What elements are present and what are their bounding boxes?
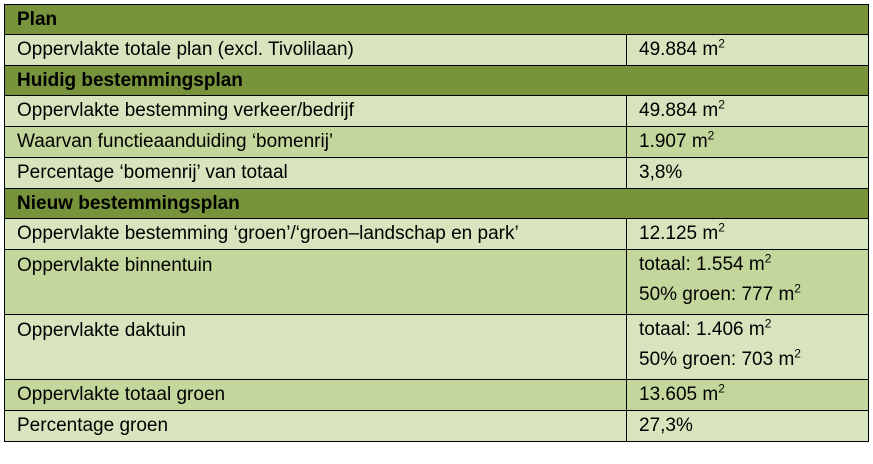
row-label: Oppervlakte totaal groen [4, 379, 627, 411]
unit-superscript: 2 [794, 346, 801, 361]
section-header-plan: Plan [4, 4, 869, 35]
unit-superscript: 2 [718, 220, 725, 235]
table-row: Oppervlakte bestemming ‘groen’/‘groen–la… [4, 218, 869, 250]
row-label: Oppervlakte binnentuin [4, 249, 627, 315]
section-header-huidig: Huidig bestemmingsplan [4, 65, 869, 96]
table-row: Oppervlakte bestemming verkeer/bedrijf 4… [4, 95, 869, 127]
row-label: Percentage groen [4, 410, 627, 442]
row-value: 49.884 m2 [626, 95, 869, 127]
table-row: Percentage groen 27,3% [4, 410, 869, 442]
unit-superscript: 2 [707, 128, 715, 143]
table-row: Oppervlakte totaal groen 13.605 m2 [4, 379, 869, 411]
row-label: Waarvan functieaanduiding ‘bomenrij’ [4, 126, 627, 158]
row-value: totaal: 1.406 m2 50% groen: 703 m2 [626, 314, 869, 380]
unit-superscript: 2 [718, 36, 725, 51]
unit-superscript: 2 [718, 381, 725, 396]
table-row: Percentage ‘bomenrij’ van totaal 3,8% [4, 157, 869, 189]
section-title: Nieuw bestemmingsplan [4, 188, 869, 219]
row-value: totaal: 1.554 m2 50% groen: 777 m2 [626, 249, 869, 315]
row-value: 12.125 m2 [626, 218, 869, 250]
row-label: Percentage ‘bomenrij’ van totaal [4, 157, 627, 189]
row-value: 1.907 m2 [626, 126, 869, 158]
row-value: 27,3% [626, 410, 869, 442]
section-header-nieuw: Nieuw bestemmingsplan [4, 188, 869, 219]
unit-superscript: 2 [718, 97, 725, 112]
row-label: Oppervlakte totale plan (excl. Tivolilaa… [4, 34, 627, 66]
table-row: Waarvan functieaanduiding ‘bomenrij’ 1.9… [4, 126, 869, 158]
row-value: 49.884 m2 [626, 34, 869, 66]
row-value: 3,8% [626, 157, 869, 189]
row-label: Oppervlakte bestemming ‘groen’/‘groen–la… [4, 218, 627, 250]
row-label: Oppervlakte bestemming verkeer/bedrijf [4, 95, 627, 127]
section-title: Huidig bestemmingsplan [4, 65, 869, 96]
unit-superscript: 2 [764, 316, 772, 331]
unit-superscript: 2 [794, 281, 801, 296]
table-row: Oppervlakte daktuin totaal: 1.406 m2 50%… [4, 314, 869, 380]
unit-superscript: 2 [764, 251, 772, 266]
section-title: Plan [4, 4, 869, 35]
table-row: Oppervlakte totale plan (excl. Tivolilaa… [4, 34, 869, 66]
area-table: Plan Oppervlakte totale plan (excl. Tivo… [4, 4, 869, 442]
row-label: Oppervlakte daktuin [4, 314, 627, 380]
row-value: 13.605 m2 [626, 379, 869, 411]
table-row: Oppervlakte binnentuin totaal: 1.554 m2 … [4, 249, 869, 315]
